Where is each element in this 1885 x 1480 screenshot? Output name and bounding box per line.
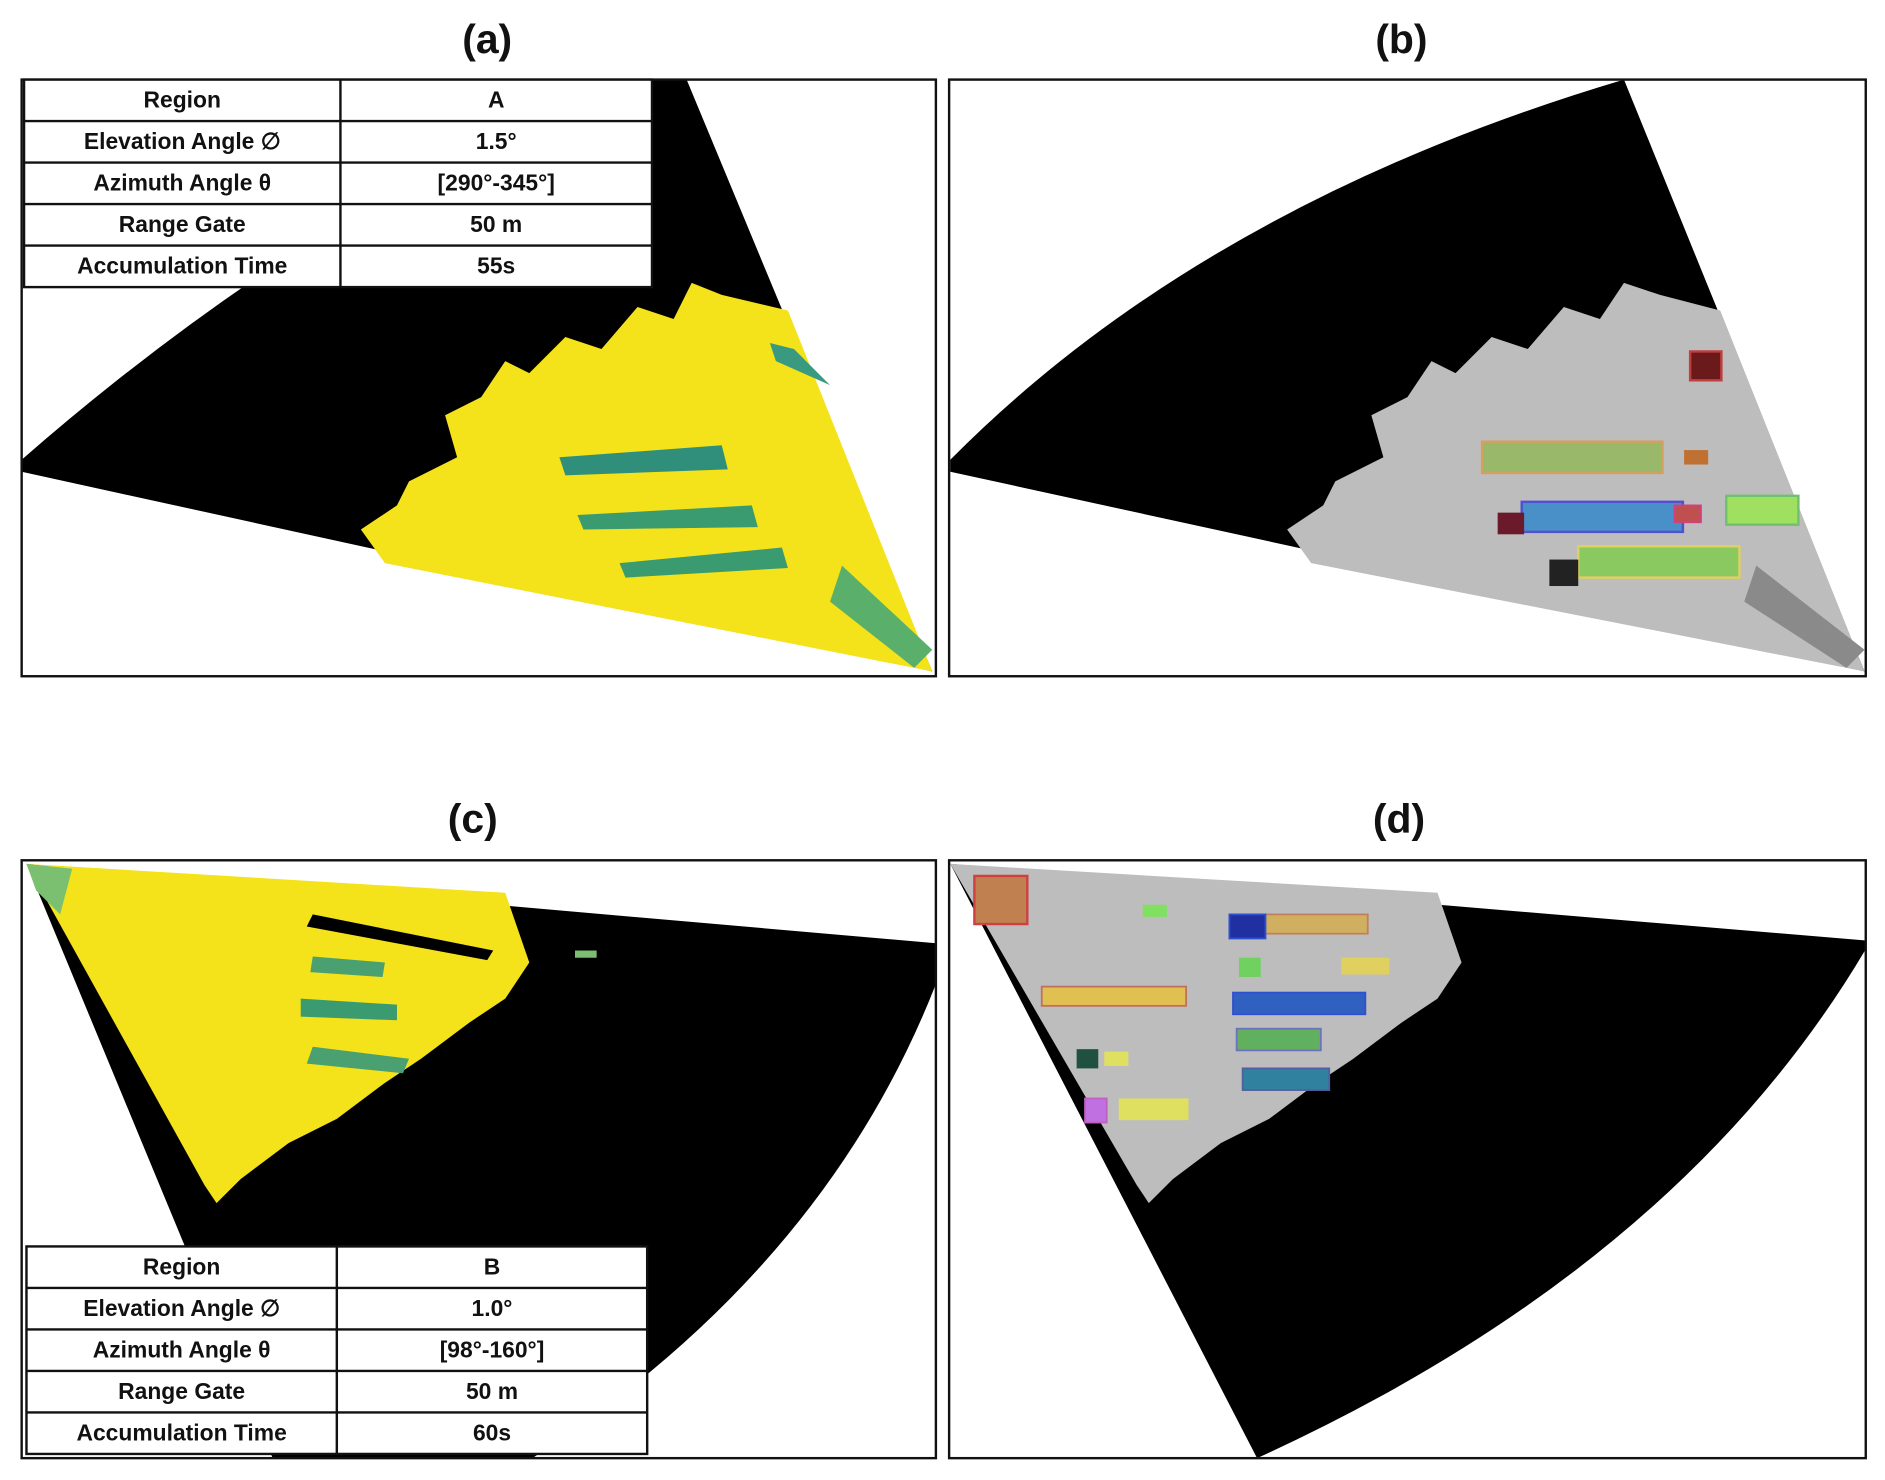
radar-image-a bbox=[21, 79, 933, 672]
table-cell: 1.5° bbox=[476, 128, 517, 154]
panel-label: (b) bbox=[1375, 16, 1427, 62]
table-cell: Azimuth Angle θ bbox=[93, 1336, 271, 1362]
radar-image-b bbox=[950, 79, 1865, 672]
table-cell: Range Gate bbox=[119, 211, 246, 237]
table-cell: Region bbox=[143, 1253, 220, 1279]
table-cell: A bbox=[488, 87, 505, 113]
panel-label: (c) bbox=[448, 796, 498, 842]
table-cell: [98°-160°] bbox=[440, 1336, 545, 1362]
panel-label: (d) bbox=[1373, 796, 1425, 842]
table-cell: 1.0° bbox=[472, 1295, 513, 1321]
panel-frame bbox=[947, 78, 1867, 678]
table-cell: Azimuth Angle θ bbox=[93, 170, 271, 196]
table-cell: Elevation Angle ∅ bbox=[83, 1295, 280, 1321]
radar-image-d bbox=[950, 863, 1866, 1459]
table-cell: Accumulation Time bbox=[76, 1419, 286, 1445]
table-cell: 55s bbox=[477, 253, 515, 279]
panel-frame bbox=[947, 859, 1867, 1460]
table bbox=[22, 78, 654, 289]
table-cell: 50 m bbox=[470, 211, 522, 237]
panel-frame bbox=[20, 859, 938, 1460]
table-cell: Range Gate bbox=[118, 1378, 245, 1404]
table-cell: [290°-345°] bbox=[438, 170, 555, 196]
table-cell: 50 m bbox=[466, 1378, 518, 1404]
table-cell: 60s bbox=[473, 1419, 511, 1445]
table-cell: Accumulation Time bbox=[77, 253, 287, 279]
table-cell: B bbox=[484, 1253, 501, 1279]
table-cell: Region bbox=[144, 87, 221, 113]
panel-label: (a) bbox=[462, 16, 512, 62]
table-cell: Elevation Angle ∅ bbox=[84, 128, 281, 154]
